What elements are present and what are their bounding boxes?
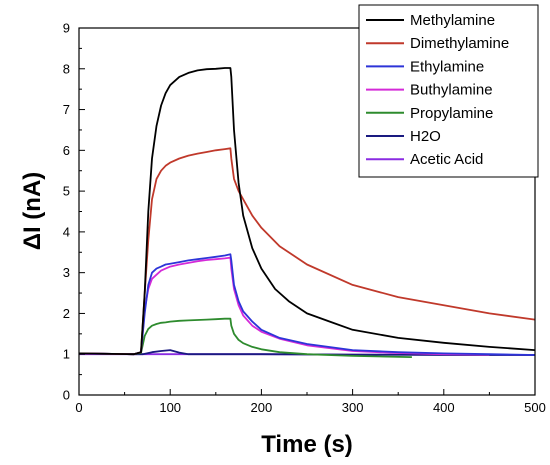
x-tick-label: 200 xyxy=(251,400,273,415)
y-tick-label: 4 xyxy=(63,224,70,239)
x-tick-label: 100 xyxy=(159,400,181,415)
legend-label: Ethylamine xyxy=(410,58,484,75)
y-tick-label: 2 xyxy=(63,306,70,321)
x-axis-title: Time (s) xyxy=(261,431,353,458)
series-line-methylamine xyxy=(79,67,535,356)
y-tick-label: 0 xyxy=(63,388,70,403)
series-line-dimethylamine xyxy=(79,147,535,356)
y-tick-label: 6 xyxy=(63,143,70,158)
legend-label: H2O xyxy=(410,128,441,145)
x-tick-label: 0 xyxy=(75,400,82,415)
axis-layer: 0 100 200 300 400 500 0 1 2 3 4 5 6 7 8 9 xyxy=(63,21,546,416)
legend-box xyxy=(358,4,539,178)
x-tick-label: 500 xyxy=(524,400,546,415)
series-line-propylamine xyxy=(79,317,412,358)
y-tick-label: 3 xyxy=(63,265,70,280)
y-tick-label: 8 xyxy=(63,61,70,76)
y-axis-title: ΔI (nA) xyxy=(19,172,46,251)
legend-label: Dimethylamine xyxy=(410,35,509,52)
legend-label: Buthylamine xyxy=(410,82,493,99)
y-tick-label: 9 xyxy=(63,21,70,36)
legend-label: Methylamine xyxy=(410,12,495,29)
legend: Methylamine Dimethylamine Ethylamine Buthyl… xyxy=(358,4,539,178)
series-line-ethylamine xyxy=(79,253,535,356)
legend-label: Propylamine xyxy=(410,105,493,122)
series-layer xyxy=(79,67,535,358)
x-tick-label: 400 xyxy=(433,400,455,415)
y-tick-label: 7 xyxy=(63,102,70,117)
y-tick-label: 5 xyxy=(63,184,70,199)
y-tick-label: 1 xyxy=(63,347,70,362)
x-tick-label: 300 xyxy=(342,400,364,415)
legend-label: Acetic Acid xyxy=(410,151,483,168)
series-line-buthylamine xyxy=(79,256,490,356)
